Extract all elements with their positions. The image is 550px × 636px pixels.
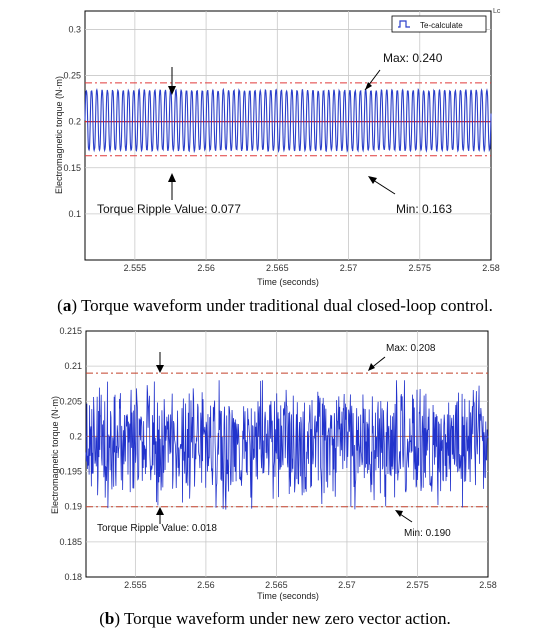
caption-text-b: Torque waveform under new zero vector ac…: [123, 609, 451, 628]
x-tick-label-0-3: 2.57: [340, 263, 358, 273]
x-axis-label-b: Time (seconds): [257, 591, 319, 601]
max-annotation-b: Max: 0.208: [386, 343, 436, 354]
legend-line-te-calculate: [398, 20, 410, 28]
y-axis-label-a: Electromagnetic torque (N·m): [54, 76, 64, 194]
y-tick-label-1-6: 0.21: [64, 361, 82, 371]
y-tick-label-0-4: 0.3: [68, 24, 81, 34]
chart-panel-b: 2.555 2.56 2.565 2.57 2.575 2.58 0.18 0.185 0.19…: [50, 326, 497, 601]
grid-a: [85, 11, 491, 260]
x-tick-label-1-0: 2.555: [124, 580, 147, 590]
min-annotation-a: Min: 0.163: [396, 202, 452, 216]
min-arrowhead-b: [395, 510, 403, 517]
x-tick-label-1-4: 2.575: [406, 580, 429, 590]
y-tick-label-1-5: 0.205: [59, 396, 82, 406]
max-arrowhead-b: [368, 363, 375, 371]
x-tick-label-0-0: 2.555: [124, 263, 147, 273]
y-tick-label-1-0: 0.18: [64, 572, 82, 582]
legend-a: Te-calculate: [391, 15, 487, 33]
y-tick-label-0-1: 0.15: [63, 163, 81, 173]
min-arrowhead-a: [368, 176, 377, 184]
top-arrowhead-b: [156, 365, 164, 373]
y-tick-label-1-4: 0.2: [69, 431, 82, 441]
x-tick-label-0-1: 2.56: [197, 263, 215, 273]
legend-label-te-calculate: Te-calculate: [420, 21, 463, 30]
x-axis-label-a: Time (seconds): [257, 277, 319, 287]
series-line-te-calculate: [84, 87, 492, 154]
max-arrowhead-a: [365, 82, 372, 90]
caption-label-a: a: [62, 296, 72, 315]
x-tick-label-0-5: 2.58: [482, 263, 500, 273]
min-annotation-b: Min: 0.190: [404, 528, 451, 539]
bottom-arrowhead-b: [156, 507, 164, 515]
legend-box-a: [391, 15, 487, 33]
ticks-b: 2.555 2.56 2.565 2.57 2.575 2.58 0.18 0.185 0.19…: [59, 326, 496, 590]
series-line-torque-b: [85, 380, 489, 510]
caption-label-b: b: [104, 609, 115, 628]
y-tick-label-0-0: 0.1: [68, 209, 81, 219]
corner-mark: Lc: [493, 8, 501, 15]
y-tick-label-1-3: 0.195: [59, 467, 82, 477]
x-tick-label-1-2: 2.565: [265, 580, 288, 590]
x-tick-label-1-5: 2.58: [479, 580, 497, 590]
chart-panel-a: 2.555 2.56 2.565 2.57 2.575 2.58 0.1 0.15 0.2 0.2…: [54, 8, 501, 287]
x-tick-label-0-4: 2.575: [409, 263, 432, 273]
max-annotation-a: Max: 0.240: [383, 51, 443, 65]
y-tick-label-1-1: 0.185: [59, 537, 82, 547]
x-tick-label-1-1: 2.56: [197, 580, 215, 590]
y-tick-label-0-3: 0.25: [63, 71, 81, 81]
caption-text-a: Torque waveform under traditional dual c…: [80, 296, 493, 315]
y-tick-label-0-2: 0.2: [68, 117, 81, 127]
top-arrowhead-a: [168, 86, 176, 95]
ripple-annotation-a: Torque Ripple Value: 0.077: [97, 202, 241, 216]
y-axis-label-b: Electromagnetic torque (N·m): [50, 396, 60, 514]
x-tick-label-1-3: 2.57: [338, 580, 356, 590]
ripple-annotation-b: Torque Ripple Value: 0.018: [97, 523, 217, 534]
ticks-a: 2.555 2.56 2.565 2.57 2.575 2.58 0.1 0.15 0.2 0.2…: [63, 24, 499, 273]
bottom-arrowhead-a: [168, 173, 176, 182]
caption-a: (a) Torque waveform under traditional du…: [57, 296, 493, 315]
caption-b: (b) Torque waveform under new zero vecto…: [99, 609, 451, 628]
x-tick-label-0-2: 2.565: [266, 263, 289, 273]
y-tick-label-1-2: 0.19: [64, 502, 82, 512]
y-tick-label-1-7: 0.215: [59, 326, 82, 336]
